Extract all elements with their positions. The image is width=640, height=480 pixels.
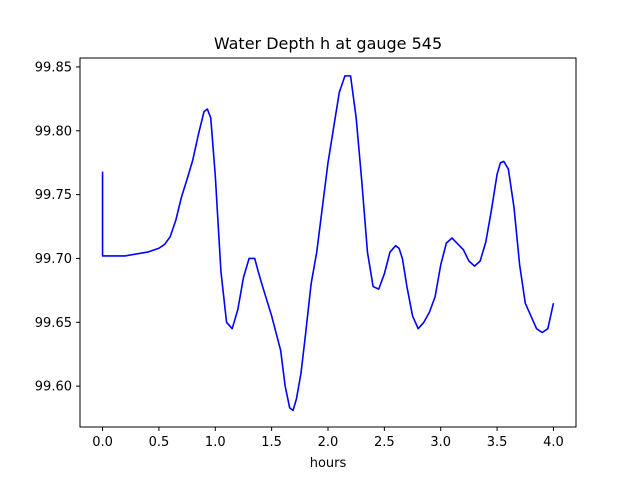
- x-tick-label: 2.5: [374, 435, 395, 450]
- x-tick-label: 3.5: [487, 435, 508, 450]
- x-tick-label: 3.0: [430, 435, 451, 450]
- x-axis-label: hours: [310, 456, 347, 471]
- y-tick-label: 99.60: [35, 380, 72, 395]
- y-tick-label: 99.65: [35, 316, 72, 331]
- x-tick-label: 0.0: [92, 435, 113, 450]
- y-axis: 99.60 99.65 99.70 99.75 99.80 99.85: [35, 60, 80, 395]
- x-tick-label: 2.0: [318, 435, 339, 450]
- x-tick-label: 0.5: [149, 435, 170, 450]
- y-tick-label: 99.80: [35, 124, 72, 139]
- x-tick-label: 1.5: [261, 435, 282, 450]
- y-tick-label: 99.85: [35, 60, 72, 75]
- chart-title: Water Depth h at gauge 545: [214, 34, 442, 53]
- x-axis: 0.0 0.5 1.0 1.5 2.0 2.5 3.0 3.5 4.0: [92, 427, 564, 450]
- x-tick-label: 1.0: [205, 435, 226, 450]
- y-tick-label: 99.75: [35, 188, 72, 203]
- series-line: [101, 75, 555, 412]
- x-tick-label: 4.0: [543, 435, 564, 450]
- y-tick-label: 99.70: [35, 252, 72, 267]
